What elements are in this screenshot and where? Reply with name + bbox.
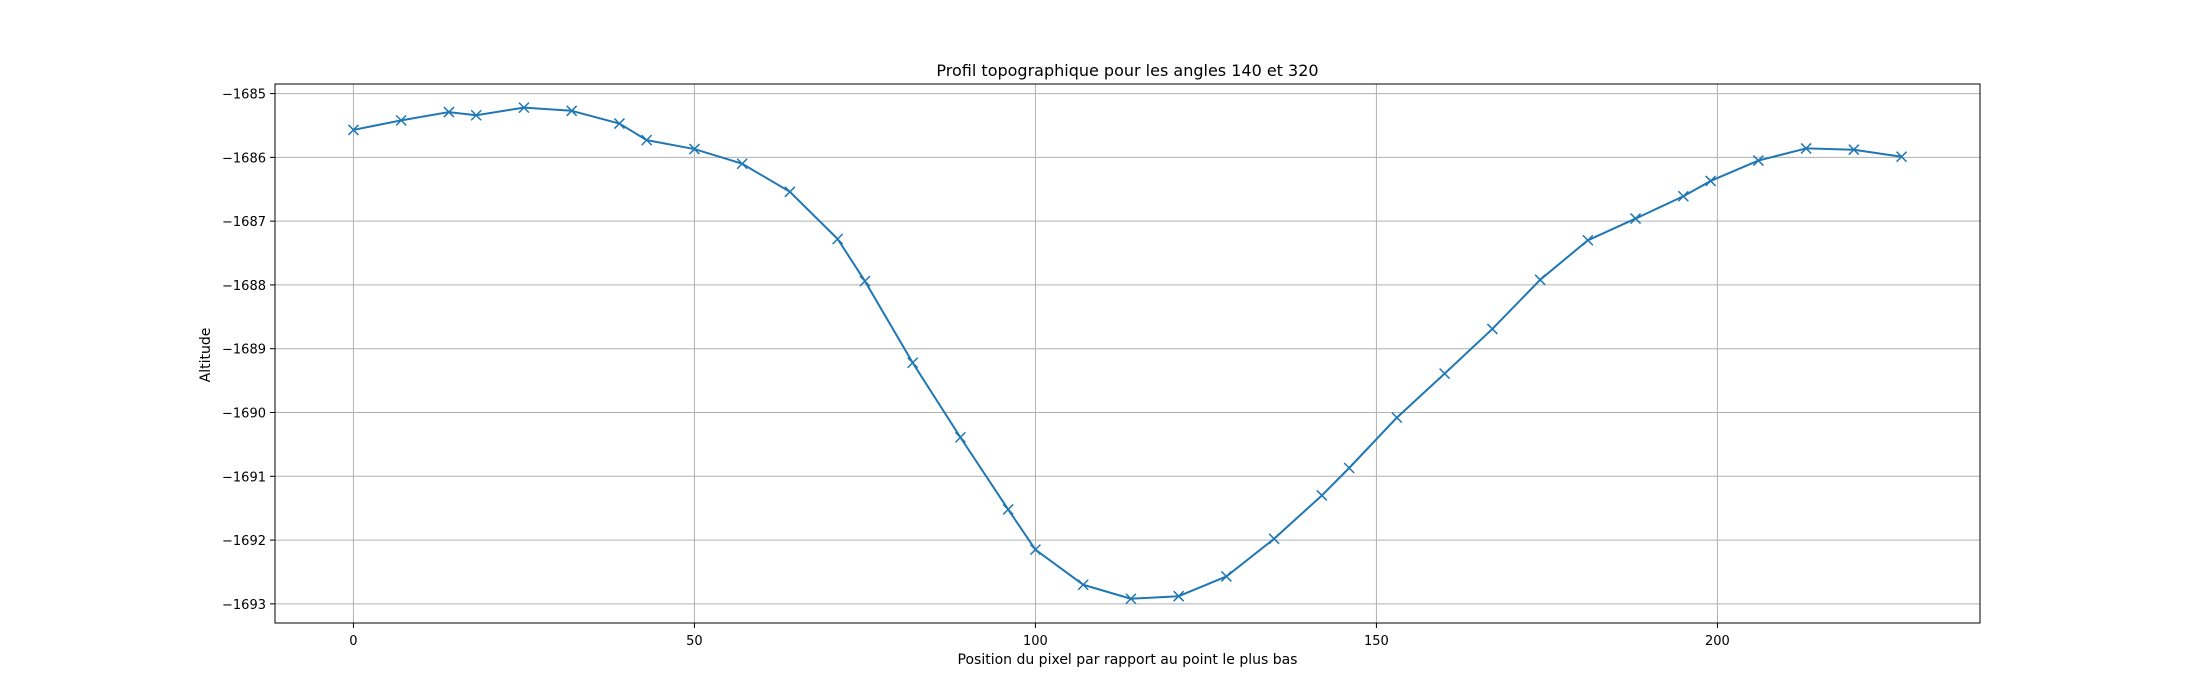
data-point-marker [443,106,455,118]
y-tick-label: −1692 [222,534,266,549]
data-point-marker [1486,323,1498,335]
x-axis-label: Position du pixel par rapport au point l… [958,652,1298,668]
data-point-marker [1173,590,1185,602]
x-tick-label: 50 [686,634,703,649]
data-point-marker [907,357,919,369]
x-tick-label: 200 [1705,634,1730,649]
data-point-marker [1391,412,1403,424]
data-point-marker [1029,544,1041,556]
data-point-marker [688,143,700,155]
y-tick-label: −1686 [222,151,266,166]
x-tick-label: 150 [1364,634,1389,649]
y-tick-label: −1689 [222,343,266,358]
data-point-marker [1002,503,1014,515]
x-tick-label: 100 [1023,634,1048,649]
chart-title: Profil topographique pour les angles 140… [936,61,1318,80]
y-tick-label: −1688 [222,279,266,294]
data-point-marker [613,118,625,130]
data-point-marker [1125,593,1137,605]
x-tick-label: 0 [349,634,357,649]
data-point-marker [1077,579,1089,591]
data-point-marker [1677,190,1689,202]
data-point-marker [1439,368,1451,380]
data-point-marker [470,109,482,121]
y-tick-label: −1687 [222,215,266,230]
y-tick-label: −1685 [222,88,266,103]
data-point-marker [1316,489,1328,501]
data-point-marker [641,134,653,146]
data-point-marker [859,275,871,287]
axis-ticks: 0 50 100 150 200 −1685 −1686 −1687 −1688 −1689 −16… [222,88,1730,649]
data-point-marker [1268,533,1280,545]
data-point-marker [1582,234,1594,246]
data-point-marker [736,158,748,170]
data-series [347,102,1908,605]
data-point-marker [1752,155,1764,167]
data-point-marker [954,431,966,443]
grid [275,84,1980,623]
y-tick-label: −1690 [222,407,266,422]
data-point-marker [1534,274,1546,286]
data-point-marker [1800,142,1812,154]
plot-frame [274,83,1981,624]
series-line [353,106,1902,600]
data-point-marker [1343,462,1355,474]
data-point-marker [1705,175,1717,187]
y-tick-label: −1691 [222,470,266,485]
data-point-marker [1896,151,1908,163]
y-axis-label: Altitude [198,328,214,383]
data-point-marker [784,186,796,198]
data-point-marker [347,124,359,136]
data-point-marker [1220,570,1232,582]
data-point-marker [1630,213,1642,225]
data-point-marker [832,233,844,245]
y-tick-label: −1693 [222,598,266,613]
data-point-marker [566,105,578,117]
data-point-marker [395,114,407,126]
data-point-marker [1848,144,1860,156]
data-point-marker [518,102,530,114]
